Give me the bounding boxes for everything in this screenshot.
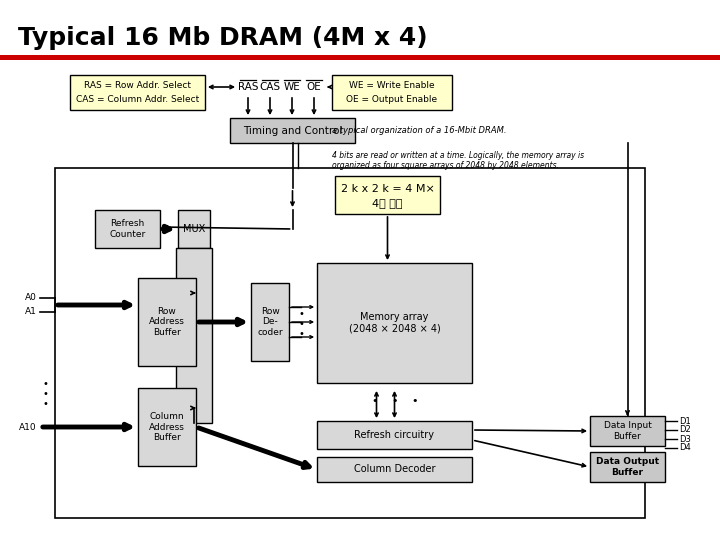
- Bar: [178, 210, 210, 248]
- Bar: [317, 263, 472, 383]
- Bar: [590, 416, 665, 446]
- Text: Data Output
Buffer: Data Output Buffer: [596, 457, 659, 477]
- Text: •: •: [298, 329, 304, 339]
- Text: 2 k x 2 k = 4 M×: 2 k x 2 k = 4 M×: [341, 184, 434, 194]
- Bar: [251, 283, 289, 361]
- Text: Refresh circuitry: Refresh circuitry: [354, 430, 434, 440]
- Text: •: •: [42, 389, 48, 399]
- Text: D1: D1: [679, 416, 690, 426]
- Text: •: •: [298, 309, 304, 319]
- Text: OE: OE: [307, 82, 321, 92]
- Text: CAS = Column Addr. Select: CAS = Column Addr. Select: [76, 94, 199, 104]
- Text: •: •: [42, 399, 48, 409]
- Text: Memory array
(2048 × 2048 × 4): Memory array (2048 × 2048 × 4): [348, 312, 441, 334]
- Text: RAS = Row Addr. Select: RAS = Row Addr. Select: [84, 82, 191, 91]
- Text: D3: D3: [679, 435, 691, 443]
- Text: •: •: [372, 396, 378, 406]
- Bar: [317, 457, 472, 482]
- Text: a typical organization of a 16-Mbit DRAM.: a typical organization of a 16-Mbit DRAM…: [332, 126, 506, 135]
- Text: •: •: [391, 396, 397, 406]
- Bar: [590, 452, 665, 482]
- Bar: [70, 75, 205, 110]
- Text: Row
Address
Buffer: Row Address Buffer: [149, 307, 185, 337]
- Bar: [317, 421, 472, 449]
- Text: MUX: MUX: [183, 224, 205, 234]
- Text: A0: A0: [25, 294, 37, 302]
- Bar: [335, 176, 440, 214]
- Text: A10: A10: [19, 422, 37, 431]
- Text: Column
Address
Buffer: Column Address Buffer: [149, 412, 185, 442]
- Bar: [332, 75, 452, 110]
- Bar: [176, 248, 212, 423]
- Bar: [230, 118, 355, 143]
- Text: Refresh
Counter: Refresh Counter: [109, 219, 145, 239]
- Text: Row
De-
coder: Row De- coder: [257, 307, 283, 337]
- Text: •: •: [411, 396, 418, 406]
- Bar: [55, 168, 645, 518]
- Text: WE: WE: [284, 82, 300, 92]
- Text: CAS: CAS: [259, 82, 281, 92]
- Text: WE = Write Enable: WE = Write Enable: [349, 82, 435, 91]
- Bar: [138, 388, 196, 466]
- Text: Typical 16 Mb DRAM (4M x 4): Typical 16 Mb DRAM (4M x 4): [18, 26, 428, 50]
- Text: Timing and Control: Timing and Control: [243, 125, 342, 136]
- Text: A1: A1: [25, 307, 37, 316]
- Text: •: •: [298, 319, 304, 329]
- Text: D4: D4: [679, 443, 690, 453]
- Text: •: •: [42, 379, 48, 389]
- Bar: [138, 278, 196, 366]
- Text: 4 bits are read or written at a time. Logically, the memory array is
organized a: 4 bits are read or written at a time. Lo…: [332, 151, 584, 171]
- Text: RAS: RAS: [238, 82, 258, 92]
- Bar: [95, 210, 160, 248]
- Text: OE = Output Enable: OE = Output Enable: [346, 94, 438, 104]
- Text: 4개 사용: 4개 사용: [372, 198, 402, 208]
- Text: Data Input
Buffer: Data Input Buffer: [603, 421, 652, 441]
- Text: Column Decoder: Column Decoder: [354, 464, 436, 475]
- Text: D2: D2: [679, 426, 690, 435]
- Bar: [0, 55, 720, 60]
